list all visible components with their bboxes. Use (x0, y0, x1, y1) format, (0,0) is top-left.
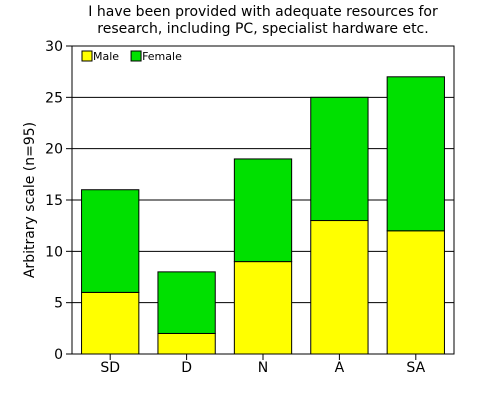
legend-label-male: Male (93, 50, 119, 63)
chart-title-line-1: I have been provided with adequate resou… (88, 4, 438, 20)
bar-female-sa (386, 76, 445, 232)
legend-swatch-male (81, 50, 93, 62)
x-axis-ticks: SD D N A SA (100, 354, 426, 376)
x-tick-label: A (335, 360, 345, 376)
bar-female-a (310, 96, 369, 222)
legend-label-female: Female (142, 50, 182, 63)
x-tick-label: SD (100, 360, 120, 376)
bar-female-sd (81, 189, 140, 293)
chart-title-line-2: research, including PC, specialist hardw… (97, 21, 428, 37)
y-tick-label: 0 (54, 347, 63, 363)
bar-female-n (233, 158, 293, 263)
bar-female-d (157, 271, 216, 334)
bar-male-d (157, 332, 216, 355)
y-tick-label: 25 (45, 90, 63, 106)
y-axis-ticks: 0 5 10 15 20 25 30 (45, 39, 72, 363)
x-tick-label: D (181, 360, 192, 376)
legend: Male Female (81, 50, 182, 63)
bar-male-n (233, 261, 293, 355)
bar-male-a (310, 220, 369, 355)
y-axis-label: Arbitrary scale (n=95) (22, 122, 38, 278)
x-tick-label: N (258, 360, 268, 376)
bar-male-sa (386, 230, 445, 355)
bars (81, 76, 445, 355)
bar-male-sd (81, 291, 140, 355)
x-tick-label: SA (406, 360, 425, 376)
y-tick-label: 20 (45, 142, 63, 158)
y-tick-label: 5 (54, 296, 63, 312)
y-tick-label: 15 (45, 193, 63, 209)
legend-swatch-female (130, 50, 142, 62)
y-tick-label: 10 (45, 244, 63, 260)
y-tick-label: 30 (45, 39, 63, 55)
